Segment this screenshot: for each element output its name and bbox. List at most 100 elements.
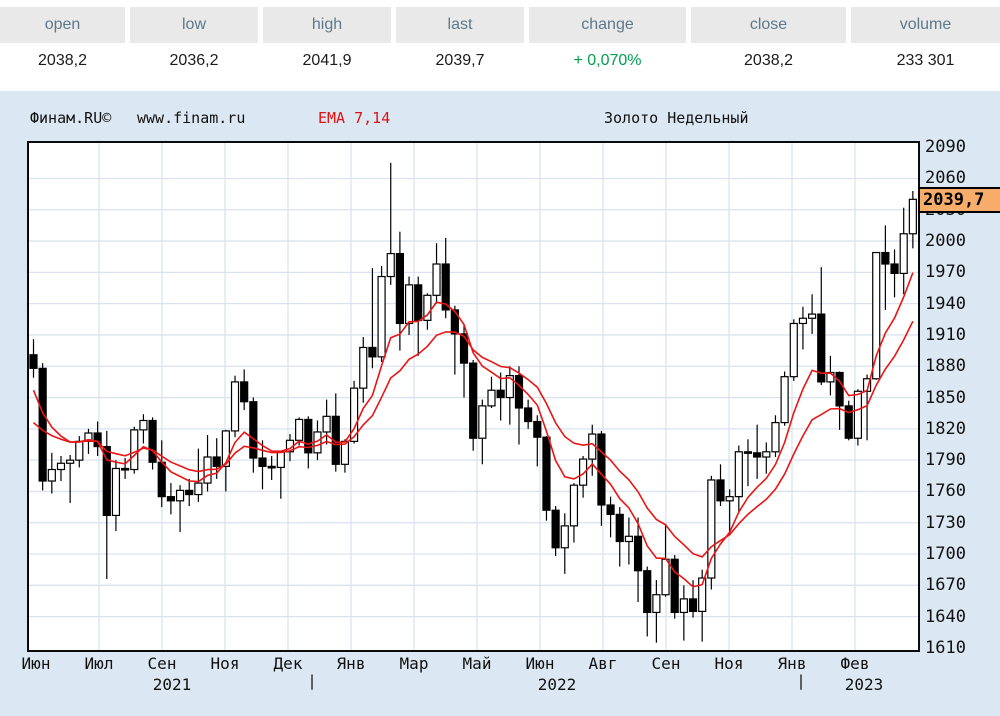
candle-body [661,558,670,596]
candle-body [350,387,359,442]
y-tick-label: 1850 [925,387,966,408]
candle-body [899,233,908,275]
y-tick-label: 1700 [925,544,966,565]
candle-body [633,535,643,572]
candle-body [148,419,157,463]
y-tick-label: 1880 [925,356,966,377]
candle-body [762,451,771,458]
candle-body [524,407,533,423]
x-year-label: 2022 [537,675,577,694]
candle-body [569,484,579,527]
x-month-label: Мар [399,654,429,673]
candle-body [102,445,111,517]
x-month-label: Июн [525,654,555,673]
candle-body [75,440,84,461]
quote-label-last: last [396,7,524,43]
candle-body [844,405,853,439]
quote-value-last: 2039,7 [435,52,485,69]
y-tick-label: 1940 [925,293,966,314]
candle-body [725,496,734,502]
year-boundary-tick: | [796,672,806,690]
candle-body [496,389,505,399]
y-tick-label: 1760 [925,481,966,502]
y-tick-label: 2000 [925,231,966,252]
candle-body [267,465,276,469]
candle-body [679,598,688,614]
y-tick-label: 1790 [925,450,966,471]
candle-body [578,458,588,486]
candle-body [139,419,148,431]
x-month-label: Дек [273,654,303,673]
y-tick-label: 1640 [925,606,966,627]
chart-plot-area [27,141,920,652]
candle-body [624,535,634,543]
candlestick-chart [29,143,918,650]
candle-body [66,459,75,464]
candle-body [716,479,725,502]
quote-bar: open low high last change close volume 2038,2 2… [0,0,1000,91]
candle-body [304,418,313,454]
quote-value-volume: 233 301 [896,52,955,69]
candle-body [359,346,368,389]
x-month-label: Июл [84,654,114,673]
candle-body [368,346,377,358]
candle-body [423,294,432,321]
x-month-label: Янв [777,654,807,673]
quote-label-open: open [0,7,125,43]
site-label: www.finam.ru [137,109,246,127]
candle-body [295,418,304,441]
candle-body [47,468,56,482]
quote-label-volume: volume [851,7,1000,43]
candle-body [185,489,194,496]
candle-body [688,598,698,613]
candle-body [643,570,652,614]
x-month-label: Сен [651,654,681,673]
candle-body [881,251,890,265]
quote-label-close: close [691,7,846,43]
candle-body [111,467,121,517]
candle-body [469,362,478,439]
candle-body [230,381,240,432]
ema-14-line [32,320,914,558]
quote-label-change: change [529,7,686,43]
x-year-label: 2023 [844,675,884,694]
candle-body [221,430,230,467]
candle-body [240,381,249,403]
candle-body [542,436,551,511]
candle-body [130,429,139,471]
x-year-label: 2021 [152,675,192,694]
candle-body [533,420,542,438]
candle-body [853,390,863,439]
instrument-title: Золото Недельный [604,109,749,127]
ema-legend: EMA 7,14 [318,109,391,127]
quote-value-low: 2036,2 [169,52,219,69]
candle-body [276,451,285,469]
x-month-label: Янв [336,654,366,673]
quote-label-low: low [130,7,258,43]
candle-body [194,482,203,496]
y-tick-label: 1610 [925,637,966,658]
candle-body [487,389,496,407]
y-tick-label: 1730 [925,512,966,533]
candle-body [450,309,459,335]
candle-body [753,452,762,458]
quote-value-high: 2041,9 [302,52,352,69]
candle-body [56,462,66,471]
candle-body [734,451,743,498]
quote-values-row: 2038,2 2036,2 2041,9 2039,7 + 0,070% 2038,2 23… [0,45,1000,77]
candle-body [386,252,395,278]
candle-body [551,509,560,549]
quote-value-open: 2038,2 [38,52,87,69]
candle-body [560,525,569,549]
quote-header-row: open low high last change close volume [0,7,1000,43]
x-month-label: Фев [840,654,870,673]
candle-body [175,489,185,502]
last-price-value: 2039,7 [923,189,985,210]
quote-value-change: + 0,070% [573,52,642,69]
candle-body [908,198,917,235]
candle-body [780,376,789,424]
year-boundary-tick: | [307,672,317,690]
candle-body [835,371,844,407]
candle-body [459,333,469,364]
